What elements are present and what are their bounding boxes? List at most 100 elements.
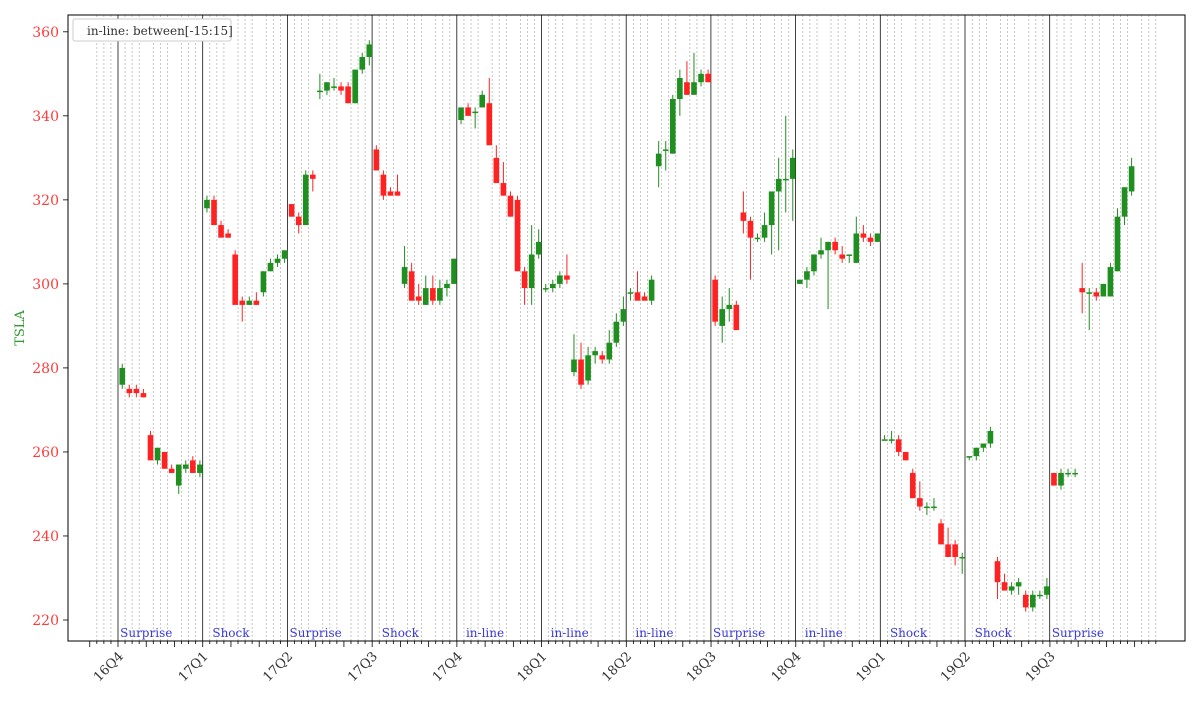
candle-body <box>1044 586 1050 595</box>
candle-body <box>345 86 351 104</box>
candle-body <box>620 309 627 322</box>
candle-body <box>1079 288 1085 293</box>
candle-body <box>1100 283 1107 297</box>
candle-body <box>1065 472 1071 475</box>
candle-body <box>902 451 909 461</box>
candle-body <box>352 69 358 104</box>
candle-body <box>1001 582 1008 591</box>
candle-body <box>853 233 860 263</box>
candle-body <box>119 367 126 385</box>
candle-body <box>1051 472 1057 486</box>
candle-body <box>585 355 591 381</box>
candle-body <box>775 178 782 192</box>
event-label: Surprise <box>120 626 172 640</box>
candle-body <box>486 103 493 146</box>
candle-body <box>204 199 210 209</box>
candle-body <box>1072 472 1078 475</box>
candle-body <box>987 430 994 444</box>
y-tick-label: 280 <box>32 361 59 377</box>
candle-body <box>832 241 838 251</box>
candle-body <box>310 174 316 179</box>
candle-body <box>535 241 542 255</box>
candle-body <box>175 464 182 486</box>
x-tick-label: 19Q1 <box>853 649 889 685</box>
candle-body <box>691 82 697 95</box>
candle-body <box>401 267 408 284</box>
candle-body <box>761 225 768 238</box>
candle-body <box>415 296 422 301</box>
candle-body <box>705 73 711 83</box>
candle-body <box>182 464 189 469</box>
candle-body <box>190 460 196 473</box>
candle-body <box>161 451 168 469</box>
candle-body <box>881 439 888 441</box>
candle-body <box>627 292 634 294</box>
candle-body <box>126 388 133 394</box>
candle-body <box>493 157 500 184</box>
y-tick-label: 220 <box>32 613 59 629</box>
y-tick-label: 320 <box>32 193 59 209</box>
candle-body <box>218 225 224 238</box>
candle-body <box>825 241 831 251</box>
candle-body <box>549 283 556 289</box>
event-label: in-line <box>466 626 504 640</box>
candle-body <box>973 447 980 457</box>
candle-body <box>507 195 514 217</box>
x-tick-label: 17Q2 <box>261 649 297 685</box>
candle-body <box>648 279 655 301</box>
candle-body <box>613 321 620 343</box>
candle-body <box>782 178 789 181</box>
candle-body <box>768 191 775 226</box>
candle-body <box>797 279 803 284</box>
candle-body <box>430 288 436 301</box>
candle-body <box>698 73 704 83</box>
candle-body <box>225 233 231 238</box>
candle-body <box>302 174 309 226</box>
y-tick-label: 300 <box>32 277 59 293</box>
x-tick-label: 18Q3 <box>684 649 720 685</box>
candle-body <box>267 262 274 272</box>
y-tick-label: 360 <box>32 25 59 41</box>
candle-body <box>387 191 394 196</box>
candle-body <box>133 388 140 394</box>
candle-body <box>634 292 641 301</box>
candle-body <box>952 544 958 557</box>
candle-body <box>444 283 450 289</box>
candle-body <box>331 86 337 88</box>
candle-body <box>239 300 246 305</box>
candle-body <box>1128 166 1135 192</box>
candle-body <box>959 556 965 559</box>
candle-body <box>754 237 761 240</box>
candle-body <box>966 456 973 458</box>
candle-body <box>274 258 281 263</box>
event-label: in-line <box>805 626 843 640</box>
candle-body <box>197 464 203 473</box>
candle-body <box>1121 187 1128 217</box>
candle-body <box>740 212 747 221</box>
candle-body <box>888 439 895 441</box>
event-label: Shock <box>382 626 420 640</box>
candle-body <box>846 254 853 256</box>
candle-body <box>373 149 380 171</box>
event-labels-layer: Surprise Shock Surprise Shock in-line in-line… <box>120 626 1104 640</box>
candle-body <box>260 271 267 293</box>
candle-body <box>726 304 733 310</box>
candle-body <box>641 296 648 301</box>
candle-body <box>874 233 881 242</box>
candles-layer <box>119 40 1135 612</box>
x-tick-label: 18Q2 <box>599 649 635 685</box>
candle-body <box>938 523 944 545</box>
y-tick-label: 260 <box>32 445 59 461</box>
candle-body <box>1114 216 1121 272</box>
candle-body <box>571 359 577 373</box>
event-label: Surprise <box>290 626 342 640</box>
candle-body <box>1008 586 1015 591</box>
candle-body <box>557 275 563 284</box>
candle-body <box>528 254 535 289</box>
candle-body <box>253 300 260 305</box>
candle-body <box>147 435 154 461</box>
candle-body <box>578 359 584 385</box>
candle-body <box>1058 472 1064 486</box>
candle-body <box>394 191 401 196</box>
